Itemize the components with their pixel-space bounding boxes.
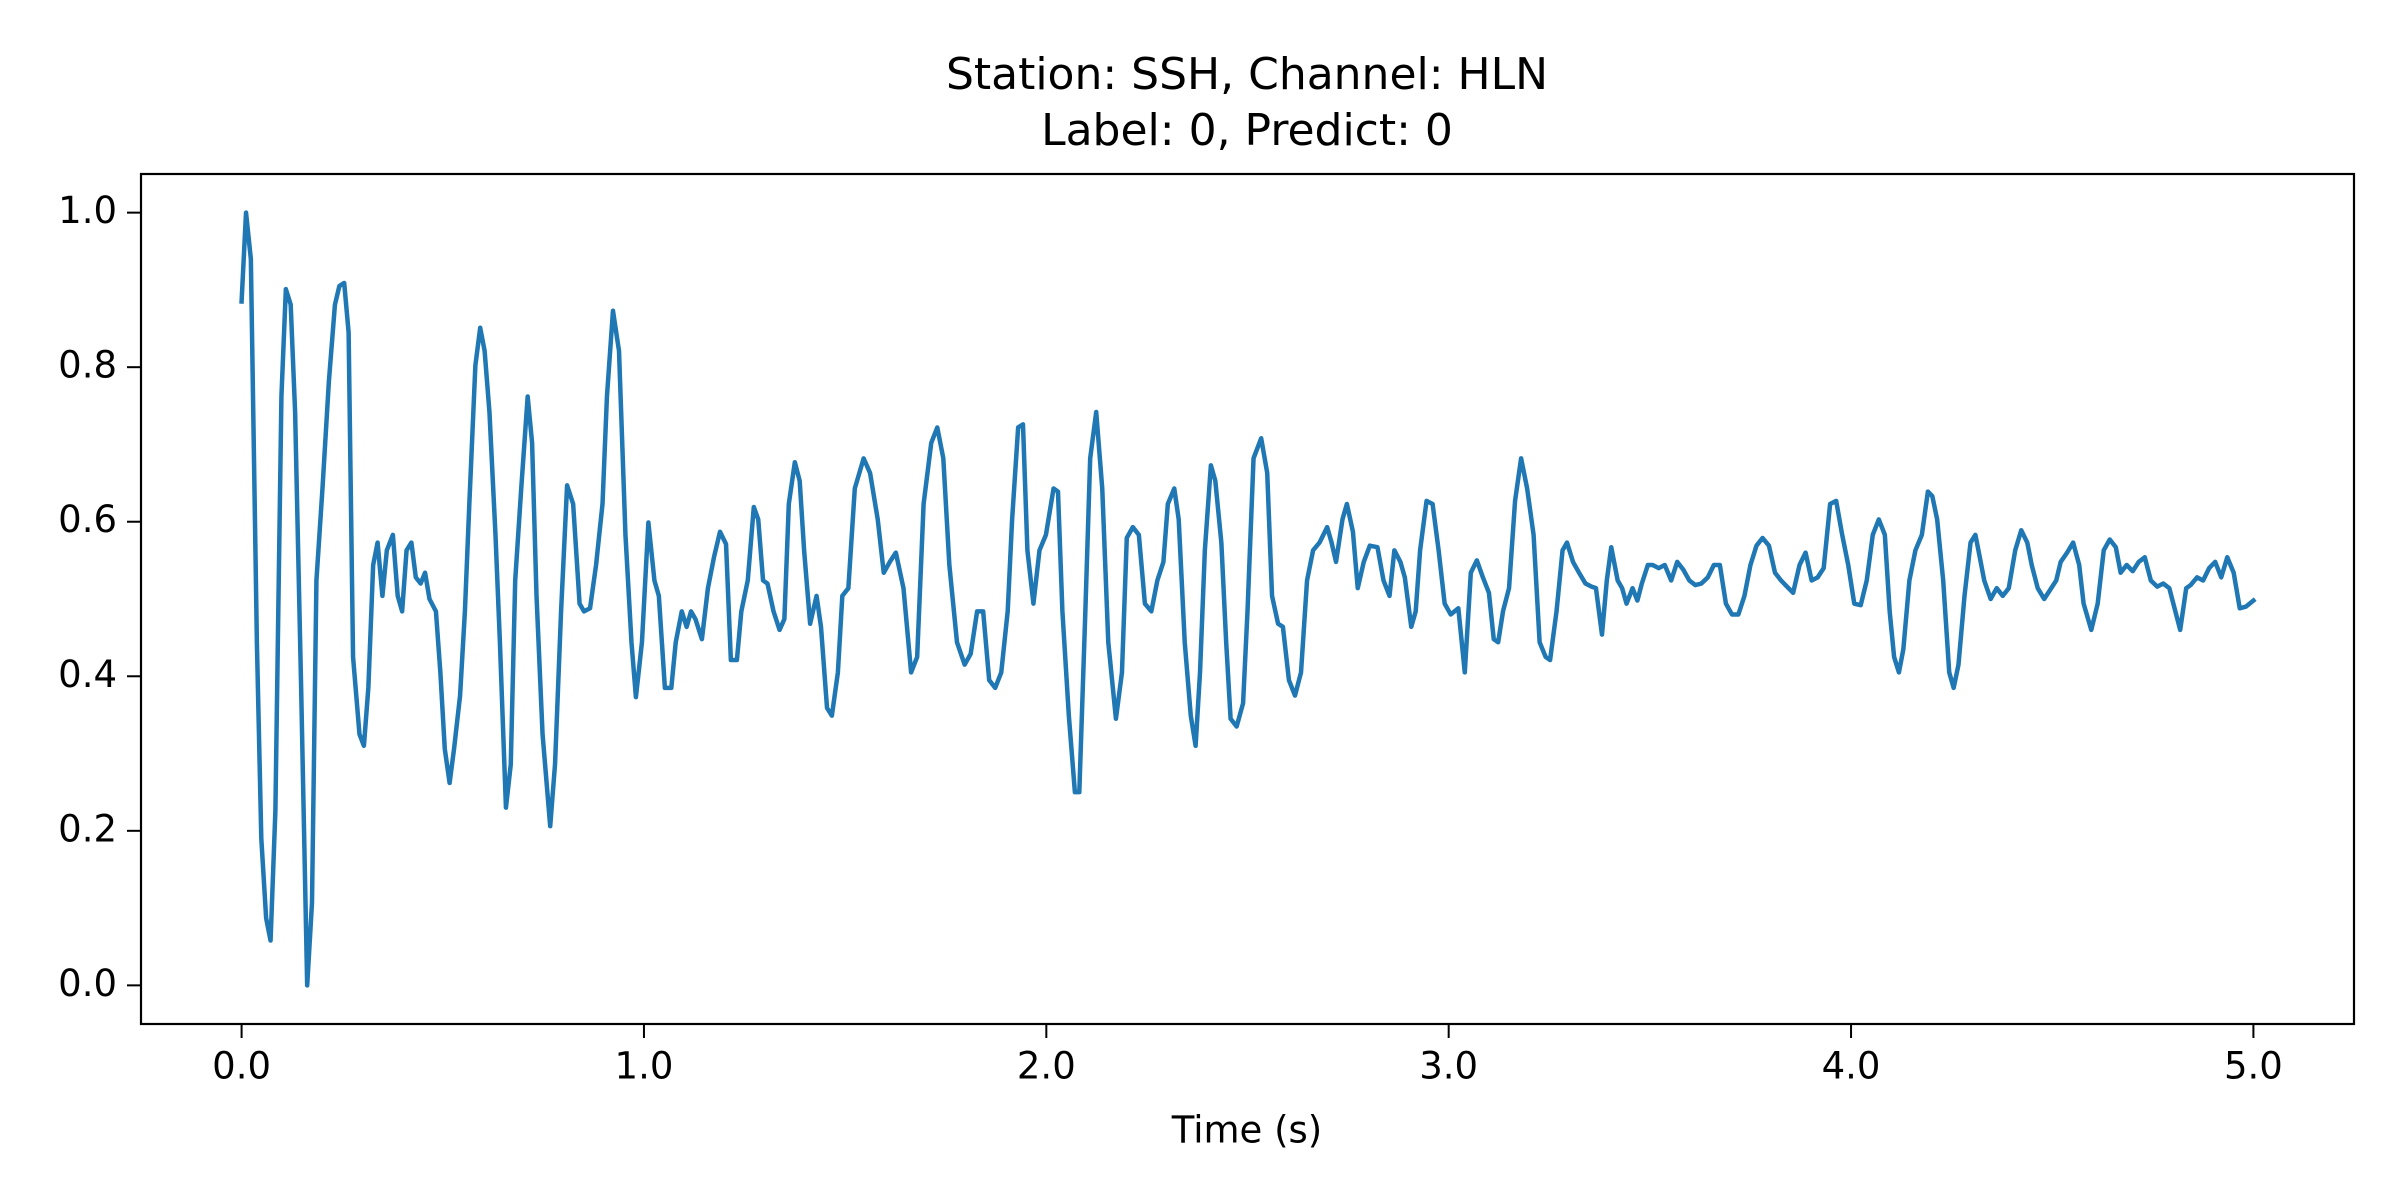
y-tick-label: 0.8 <box>58 344 117 387</box>
chart-title: Station: SSH, Channel: HLN <box>946 49 1548 100</box>
y-tick-label: 0.2 <box>58 807 117 850</box>
x-tick-label: 5.0 <box>2224 1045 2283 1088</box>
x-tick-label: 1.0 <box>615 1045 674 1088</box>
y-tick-label: 1.0 <box>58 189 117 232</box>
x-axis-label: Time (s) <box>1171 1109 1322 1152</box>
x-tick-label: 2.0 <box>1017 1045 1076 1088</box>
waveform-line <box>239 210 2257 988</box>
x-tick-label: 3.0 <box>1419 1045 1478 1088</box>
axes-frame <box>139 172 2356 1026</box>
y-tick-label: 0.6 <box>58 498 117 541</box>
x-tick-label: 4.0 <box>1822 1045 1881 1088</box>
x-tick-label: 0.0 <box>212 1045 271 1088</box>
y-tick-label: 0.0 <box>58 962 117 1005</box>
y-tick-label: 0.4 <box>58 653 117 696</box>
chart-subtitle: Label: 0, Predict: 0 <box>1041 105 1453 156</box>
